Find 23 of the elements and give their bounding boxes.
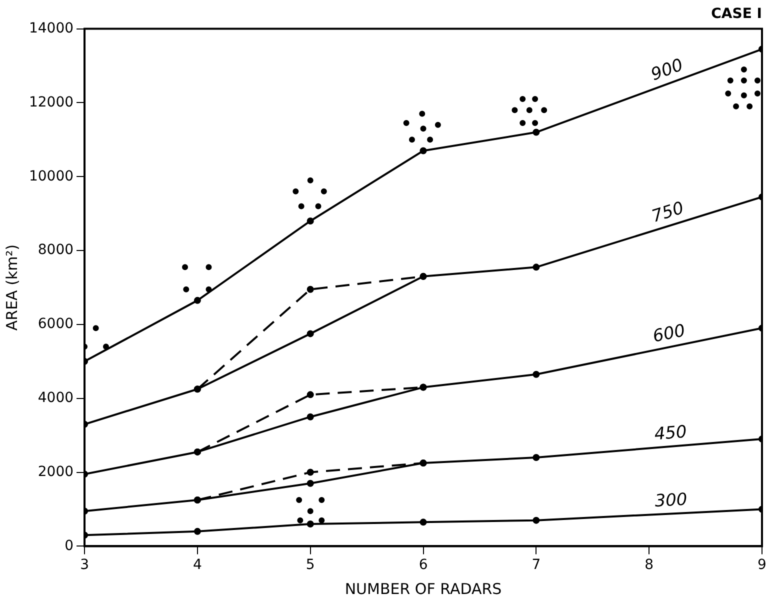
y-tick-label: 8000 [38,242,74,258]
y-tick-label: 6000 [38,316,74,332]
x-tick-label: 4 [192,557,202,574]
y-tick-label: 2000 [38,464,74,480]
y-axis-title: AREA (km²) [2,244,21,331]
x-tick-label: 3 [80,557,89,574]
x-tick-label: 9 [758,557,766,574]
chart-title: CASE I [711,6,762,22]
x-axis-title: NUMBER OF RADARS [344,580,502,598]
x-tick-label: 7 [532,557,541,574]
y-tick-label: 10000 [28,168,74,184]
x-tick-label: 6 [418,557,428,574]
y-tick-label: 12000 [28,94,74,110]
y-tick-label: 0 [64,538,74,554]
x-tick-label: 8 [644,557,654,574]
y-tick-label: 14000 [28,20,74,36]
text: 600 [651,320,687,347]
series-label: 300 [654,490,688,512]
text: 750 [649,198,686,227]
y-tick-label: 4000 [38,390,74,406]
text: 900 [648,55,686,86]
series-label: 450 [654,422,688,445]
x-tick-label: 5 [306,557,315,574]
